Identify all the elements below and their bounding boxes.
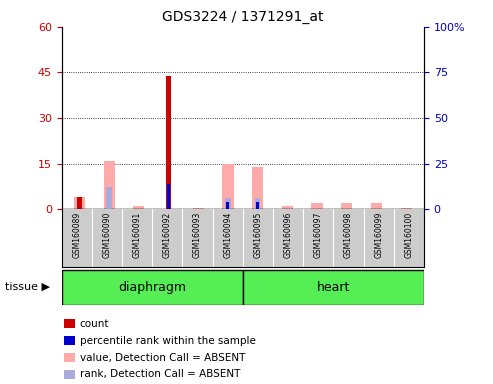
Text: GSM160096: GSM160096 [283,212,293,258]
Bar [74,197,85,209]
Bar [255,199,260,209]
Bar [341,203,352,209]
Bar [282,206,293,209]
Bar [226,202,229,209]
Bar [133,206,144,209]
Bar [62,270,243,305]
Text: count: count [80,319,109,329]
Text: GSM160093: GSM160093 [193,212,202,258]
Bar [243,270,424,305]
Text: GSM160100: GSM160100 [404,212,414,258]
Text: GSM160094: GSM160094 [223,212,232,258]
Text: GSM160092: GSM160092 [163,212,172,258]
Bar [222,164,234,209]
Text: GSM160091: GSM160091 [133,212,141,258]
Text: value, Detection Call = ABSENT: value, Detection Call = ABSENT [80,353,245,362]
Text: GSM160097: GSM160097 [314,212,323,258]
Bar [312,203,323,209]
Bar [104,161,115,209]
Bar [256,202,259,209]
Text: GSM160099: GSM160099 [374,212,383,258]
Text: GSM160090: GSM160090 [103,212,111,258]
Text: GSM160089: GSM160089 [72,212,81,258]
Bar [106,187,112,209]
Bar [167,184,170,209]
Title: GDS3224 / 1371291_at: GDS3224 / 1371291_at [162,10,323,25]
Bar [77,197,82,209]
Bar [371,203,382,209]
Text: GSM160098: GSM160098 [344,212,353,258]
Text: GSM160095: GSM160095 [253,212,262,258]
Bar [225,199,231,209]
Bar [252,167,263,209]
Text: diaphragm: diaphragm [118,281,186,293]
Bar [77,207,82,209]
Text: heart: heart [317,281,350,293]
Text: tissue ▶: tissue ▶ [5,282,50,292]
Bar [166,76,171,209]
Text: percentile rank within the sample: percentile rank within the sample [80,336,256,346]
Text: rank, Detection Call = ABSENT: rank, Detection Call = ABSENT [80,369,240,379]
